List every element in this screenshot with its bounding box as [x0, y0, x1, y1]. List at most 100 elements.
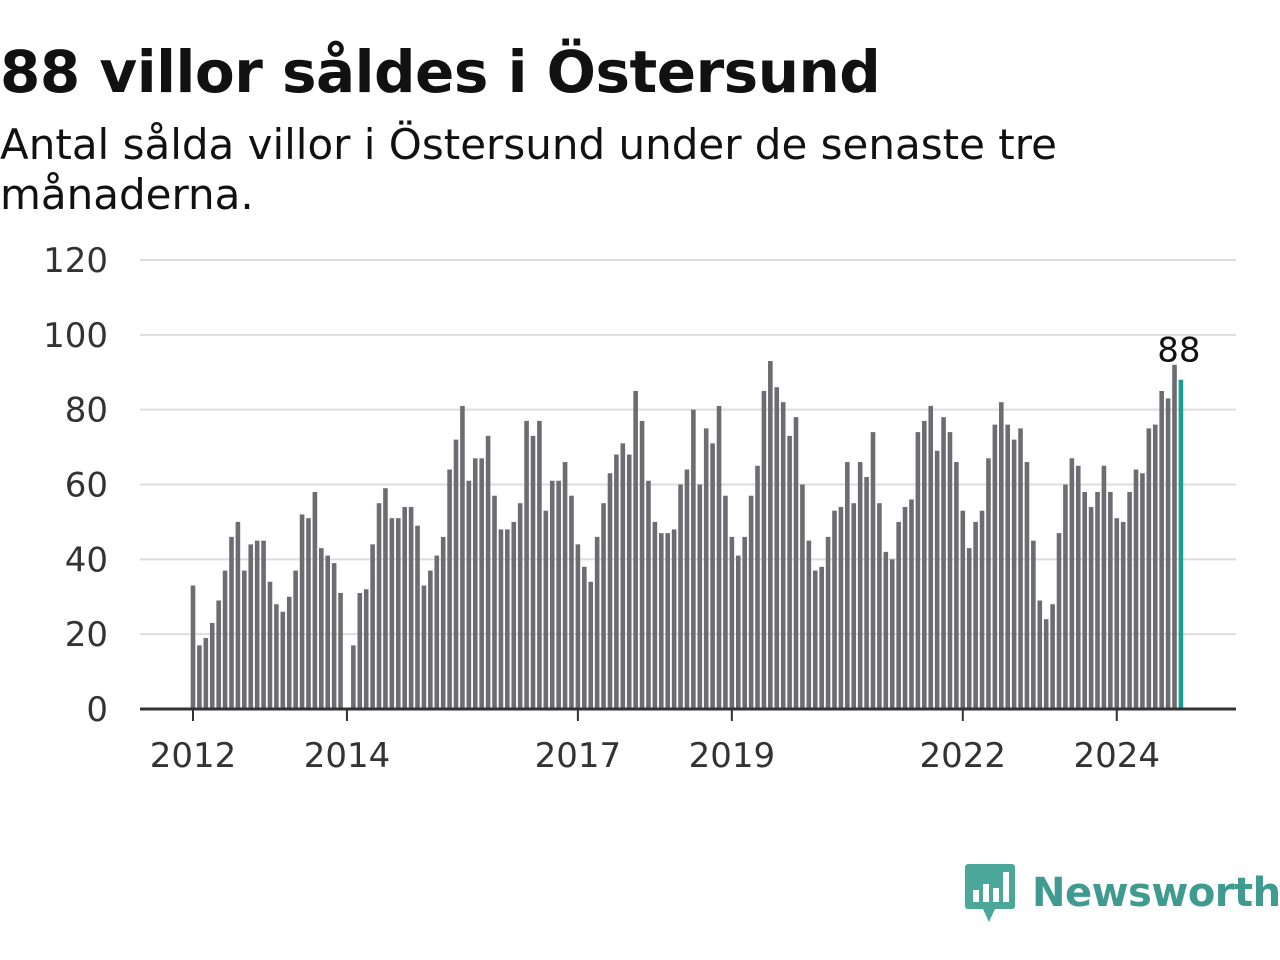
bar: [922, 420, 927, 709]
y-tick-label: 40: [65, 540, 108, 580]
bar: [652, 521, 658, 709]
bar: [1011, 439, 1017, 709]
bar: [505, 529, 510, 709]
bar: [216, 600, 221, 709]
bar: [755, 465, 760, 709]
bar: [190, 585, 196, 709]
y-tick-label: 120: [43, 241, 108, 281]
bar: [280, 611, 286, 709]
bar: [684, 469, 690, 709]
bar: [697, 484, 703, 709]
bar: [485, 435, 491, 709]
bar: [691, 409, 696, 709]
bar: [607, 473, 613, 709]
bar: [511, 521, 517, 709]
bar: [902, 506, 908, 709]
bar: [1133, 469, 1139, 709]
y-tick-label: 20: [65, 615, 108, 655]
bar: [806, 540, 812, 709]
bar: [992, 424, 998, 709]
bar: [934, 450, 940, 709]
newsworthy-logo: Newsworthy: [964, 862, 1280, 924]
y-tick-label: 80: [65, 391, 108, 431]
y-axis-ticks: 0 20 40 60 80 100 120: [43, 241, 108, 730]
bar: [524, 420, 529, 709]
bar: [1031, 540, 1036, 709]
bar: [319, 548, 324, 709]
bar-chart: 0 20 40 60 80 100 120 2012 2014 2017 2019 2022 2024…: [43, 241, 1236, 776]
bar: [428, 570, 433, 709]
bar: [203, 637, 209, 709]
bar: [395, 518, 401, 709]
chart-title: 88 villor såldes i Östersund: [0, 38, 881, 106]
bar: [986, 458, 991, 709]
bar: [838, 506, 844, 709]
bar: [569, 495, 574, 709]
bar: [325, 555, 331, 709]
bar: [1108, 491, 1113, 709]
bar: [537, 420, 542, 709]
bar: [742, 536, 747, 709]
bar: [1056, 533, 1062, 709]
bar: [312, 491, 318, 709]
bar: [460, 405, 465, 709]
bar: [825, 536, 831, 709]
bar: [492, 495, 497, 709]
bar: [1146, 428, 1152, 709]
bar: [1050, 604, 1055, 709]
bar: [1069, 458, 1075, 709]
bar: [960, 510, 966, 709]
bar: [447, 469, 452, 709]
bar: [819, 566, 824, 709]
x-tick-label: 2019: [689, 736, 776, 776]
y-tick-label: 100: [43, 316, 108, 356]
bar: [357, 593, 363, 709]
bar: [787, 435, 792, 709]
bar: [235, 521, 241, 709]
bar: [780, 402, 786, 709]
bar-chart-speech-bubble-icon: [965, 864, 1015, 922]
bar: [498, 529, 504, 709]
last-value-label: 88: [1157, 331, 1200, 371]
bar: [703, 428, 709, 709]
x-tick-label: 2014: [304, 736, 391, 776]
bar: [658, 533, 664, 709]
bar: [562, 462, 568, 709]
bar: [408, 506, 414, 709]
bar: [556, 480, 561, 709]
bar: [549, 480, 555, 709]
bar: [1043, 619, 1049, 709]
bar: [729, 536, 735, 709]
bar: [370, 544, 375, 709]
bar: [915, 432, 921, 709]
bar: [1127, 491, 1132, 709]
bar: [864, 477, 869, 709]
x-tick-label: 2012: [150, 736, 237, 776]
bar: [954, 462, 959, 709]
bar: [402, 506, 407, 709]
bar: [267, 581, 273, 709]
bar: [389, 518, 395, 709]
bar: [286, 596, 292, 709]
bar: [896, 521, 901, 709]
bar: [575, 544, 581, 709]
bar: [351, 645, 356, 709]
bar: [363, 589, 369, 709]
x-tick-label: 2017: [535, 736, 622, 776]
bar: [261, 540, 266, 709]
bar: [338, 593, 343, 709]
bar: [671, 529, 677, 709]
bar: [1005, 424, 1011, 709]
bar: [928, 405, 934, 709]
bar: [800, 484, 805, 709]
bar: [1101, 465, 1107, 709]
bar: [851, 503, 857, 709]
bar: [1152, 424, 1158, 709]
bar: [998, 402, 1004, 709]
bar: [973, 521, 978, 709]
y-tick-label: 0: [86, 690, 108, 730]
bar: [723, 495, 728, 709]
y-tick-label: 60: [65, 466, 108, 506]
x-tick-label: 2024: [1073, 736, 1160, 776]
bar: [1159, 390, 1164, 709]
